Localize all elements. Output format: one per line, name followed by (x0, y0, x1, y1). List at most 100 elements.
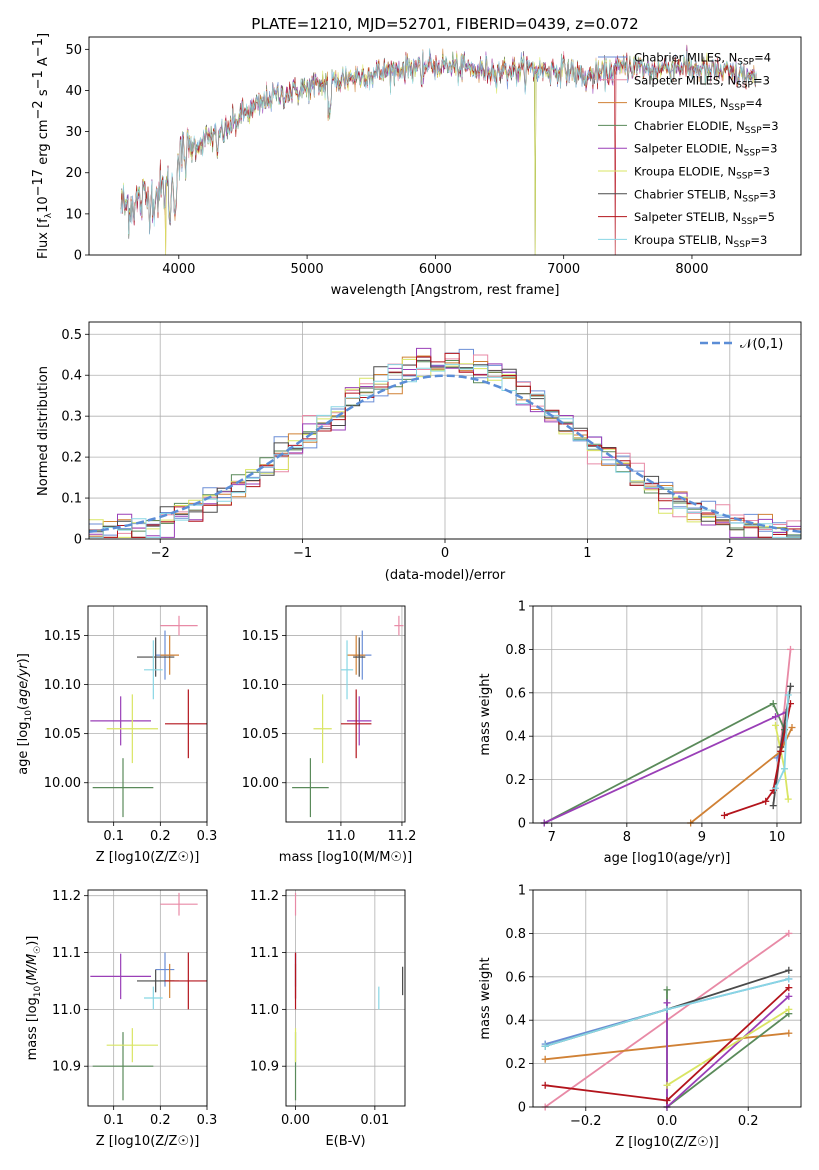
legend-entry: Chabrier MILES, NSSP=4 (634, 51, 771, 68)
axes-frame (285, 889, 406, 1107)
y-tick-label: 50 (65, 43, 82, 58)
y-axis-label-math-part: ( (25, 981, 40, 986)
legend-entry-part: =3 (753, 165, 770, 179)
y-axis-label-part: ] (36, 33, 51, 38)
histogram-step (89, 363, 801, 538)
y-tick-label: 0.5 (61, 328, 82, 343)
y-axis-label-math-part: )] (16, 653, 31, 663)
y-axis-label-part: −2 (31, 100, 46, 119)
x-axis-label: Z [log10(Z/Z☉)] (96, 850, 200, 865)
legend-entry-part: Kroupa ELODIE, N (634, 165, 736, 179)
axes-frame (87, 889, 208, 1107)
y-axis-label-part: s (36, 89, 51, 100)
x-tick-label: 0 (441, 546, 449, 561)
y-tick-label: 10.00 (242, 776, 279, 791)
x-tick-label: 8 (623, 830, 631, 845)
legend-entry-part: SSP (736, 80, 753, 90)
legend-entry-part: Chabrier MILES, N (634, 51, 737, 65)
x-axis-label: (data-model)/error (385, 568, 506, 583)
legend-entry: Chabrier ELODIE, NSSP=3 (634, 119, 779, 136)
x-tick-label: 0.2 (150, 829, 171, 844)
y-tick-label: 10.15 (242, 629, 279, 644)
y-tick-label: 0.2 (505, 773, 526, 788)
x-tick-label: 0.1 (103, 1113, 124, 1128)
y-axis-label-math-part: 10 (33, 985, 43, 997)
axes-frame (87, 605, 208, 823)
axes-frame (532, 889, 802, 1108)
axes-residuals: −2 −1 0 1 2 0 0.1 0.2 0.3 0.4 0.5 𝒩(0,1) (data-model… (36, 321, 802, 583)
y-axis-label-math: age [log10(age/yr)] (16, 653, 34, 775)
y-tick-label: 10.9 (52, 1060, 81, 1075)
y-axis-label-math-part: age [log (16, 722, 31, 775)
x-tick-label: 5000 (291, 262, 324, 277)
legend-entry-part: SSP (737, 58, 754, 68)
legend-entry-part: Chabrier STELIB, N (634, 187, 742, 201)
x-tick-label: −1 (293, 546, 312, 561)
x-tick-label: 0.1 (103, 829, 124, 844)
legend-entry: Kroupa STELIB, NSSP=3 (634, 233, 767, 250)
y-tick-label: 1 (518, 884, 526, 899)
y-tick-label: 10 (65, 207, 82, 222)
y-tick-label: 0.8 (505, 643, 526, 658)
x-axis-label: Z [log10(Z/Z☉)] (96, 1134, 200, 1149)
y-axis-label-part: −17 (31, 169, 46, 196)
y-tick-label: 0.6 (505, 686, 526, 701)
legend-entry-part: =3 (753, 73, 770, 87)
legend-entry-part: =3 (759, 187, 776, 201)
points-group (90, 892, 207, 1101)
y-tick-label: 10.9 (250, 1060, 279, 1075)
y-axis-label-part: −1 (31, 38, 46, 57)
y-axis-label-math-part: M/M (25, 954, 40, 981)
axes-massweight-vs-age: 7 8 9 10 0 0.2 0.4 0.6 0.8 1 age [log10(age/yr)] ma… (478, 600, 802, 866)
y-axis-label-math-part: mass [log (25, 997, 40, 1060)
axes-frame (88, 36, 802, 256)
x-axis-label: age [log10(age/yr)] (604, 851, 731, 866)
x-tick-label: 0.01 (360, 1113, 389, 1128)
y-tick-label: 11.0 (52, 1003, 81, 1018)
legend-entry: 𝒩(0,1) (740, 337, 783, 352)
x-tick-label: 10 (769, 830, 786, 845)
points-group (90, 615, 207, 818)
y-tick-label: 0.4 (505, 1014, 526, 1029)
x-tick-label: 0.0 (657, 1114, 678, 1129)
legend-entry-part: Kroupa MILES, N (634, 96, 729, 110)
y-axis-label-part: A (36, 57, 51, 70)
axes-frame (285, 605, 406, 823)
x-tick-label: 2 (726, 546, 734, 561)
chart-title: PLATE=1210, MJD=52701, FIBERID=0439, z=0… (251, 15, 638, 33)
y-axis-label-math-part: )] (25, 936, 40, 946)
normal-curve (88, 374, 802, 534)
legend-entry-part: Chabrier ELODIE, N (634, 119, 745, 133)
y-tick-label: 10.00 (44, 776, 81, 791)
y-tick-label: 40 (65, 84, 82, 99)
legend-entry-part: SSP (729, 103, 746, 113)
legend-entry-part: =3 (750, 233, 767, 247)
y-axis-label: Normed distribution (36, 366, 51, 496)
legend-entry: Kroupa ELODIE, NSSP=3 (634, 165, 770, 182)
x-tick-label: 7000 (547, 262, 580, 277)
axes-frame (532, 605, 802, 824)
x-tick-label: 11.0 (326, 829, 355, 844)
legend-entry: Salpeter STELIB, NSSP=5 (634, 210, 775, 227)
axes-age-vs-Z: 0.1 0.2 0.3 10.00 10.05 10.10 10.15 Z [log10(Z/… (44, 605, 217, 865)
legend-entry: Salpeter MILES, NSSP=3 (634, 73, 770, 90)
y-tick-label: 11.1 (52, 946, 81, 961)
axes-age-vs-mass: 11.0 11.2 10.00 10.05 10.10 10.15 mass [log10(… (242, 605, 416, 865)
axes-spectrum: PLATE=1210, MJD=52701, FIBERID=0439, z=0… (31, 15, 802, 298)
y-tick-label: 10.05 (242, 727, 279, 742)
y-tick-label: 0.2 (505, 1057, 526, 1072)
axes-frame (88, 321, 802, 540)
y-axis-label-math: mass [log10(M/M☉)] (25, 936, 43, 1061)
legend-entry-part: SSP (742, 194, 759, 204)
y-axis-label-part: erg cm (36, 119, 51, 168)
y-tick-label: 0 (74, 249, 82, 264)
y-axis-label: mass weight (478, 673, 493, 755)
x-tick-label: 0.3 (197, 1113, 218, 1128)
y-tick-label: 10.10 (242, 678, 279, 693)
x-tick-label: 9 (698, 830, 706, 845)
x-axis-label: E(B-V) (325, 1134, 365, 1149)
legend-entry: Salpeter ELODIE, NSSP=3 (634, 142, 777, 159)
legend-entry-part: =3 (762, 119, 779, 133)
legend-entry-part: Salpeter STELIB, N (634, 210, 741, 224)
